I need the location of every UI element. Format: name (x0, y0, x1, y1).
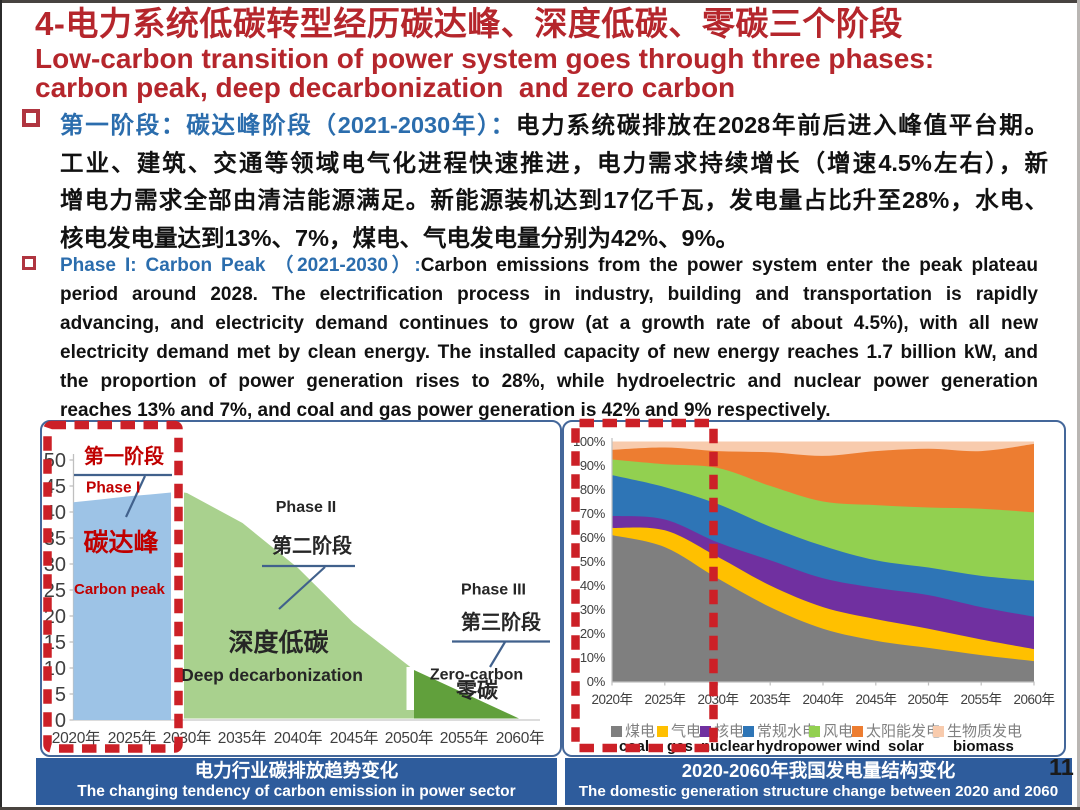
svg-text:煤电: 煤电 (625, 723, 655, 740)
svg-text:2055年: 2055年 (440, 729, 488, 747)
svg-text:第二阶段: 第二阶段 (272, 534, 352, 558)
svg-text:2025年: 2025年 (108, 729, 156, 747)
svg-text:0%: 0% (586, 674, 605, 689)
svg-text:10%: 10% (579, 650, 605, 665)
svg-text:100%: 100% (572, 434, 605, 449)
svg-text:常规水电: 常规水电 (757, 723, 817, 740)
svg-text:深度低碳: 深度低碳 (228, 628, 329, 657)
svg-text:wind: wind (845, 738, 880, 755)
svg-text:第一阶段: 第一阶段 (84, 444, 164, 468)
svg-text:2035年: 2035年 (218, 729, 266, 747)
svg-text:solar: solar (888, 738, 924, 755)
svg-text:Zero-carbon: Zero-carbon (430, 667, 523, 684)
svg-text:50%: 50% (579, 554, 605, 569)
svg-text:2055年: 2055年 (960, 692, 1001, 707)
svg-text:Phase III: Phase III (461, 582, 526, 599)
svg-text:2040年: 2040年 (274, 729, 322, 747)
svg-text:Phase II: Phase II (276, 499, 336, 516)
svg-text:20%: 20% (579, 626, 605, 641)
svg-text:2045年: 2045年 (330, 729, 378, 747)
svg-text:hydropower: hydropower (756, 738, 842, 755)
svg-text:2050年: 2050年 (385, 729, 433, 747)
svg-text:零碳: 零碳 (455, 679, 499, 703)
svg-text:第三阶段: 第三阶段 (461, 610, 541, 634)
svg-text:2020年: 2020年 (591, 692, 632, 707)
svg-text:90%: 90% (579, 458, 605, 473)
svg-text:0: 0 (55, 710, 66, 732)
svg-text:80%: 80% (579, 482, 605, 497)
svg-text:70%: 70% (579, 506, 605, 521)
svg-text:30%: 30% (579, 602, 605, 617)
svg-text:生物质发电: 生物质发电 (947, 723, 1022, 740)
svg-text:Carbon peak: Carbon peak (74, 581, 166, 598)
svg-text:Deep decarbonization: Deep decarbonization (181, 665, 363, 685)
svg-text:2030年: 2030年 (163, 729, 211, 747)
svg-text:2025年: 2025年 (644, 692, 685, 707)
svg-text:2045年: 2045年 (855, 692, 896, 707)
svg-text:40%: 40% (579, 578, 605, 593)
svg-text:太阳能发电: 太阳能发电 (866, 723, 941, 740)
svg-text:2050年: 2050年 (907, 692, 948, 707)
svg-text:2040年: 2040年 (802, 692, 843, 707)
svg-text:核电: 核电 (714, 723, 744, 740)
svg-text:碳达峰: 碳达峰 (83, 528, 158, 557)
svg-text:Phase I: Phase I (86, 480, 140, 497)
svg-text:5: 5 (55, 684, 66, 706)
svg-text:nuclear: nuclear (701, 738, 755, 755)
svg-text:2035年: 2035年 (749, 692, 790, 707)
svg-text:2060年: 2060年 (1013, 692, 1054, 707)
svg-text:2020年: 2020年 (52, 729, 100, 747)
svg-text:2030年: 2030年 (697, 692, 738, 707)
svg-text:60%: 60% (579, 530, 605, 545)
svg-text:2060年: 2060年 (496, 729, 544, 747)
svg-text:风电: 风电 (823, 723, 853, 740)
svg-text:气电: 气电 (671, 723, 701, 740)
svg-text:biomass: biomass (953, 738, 1014, 755)
